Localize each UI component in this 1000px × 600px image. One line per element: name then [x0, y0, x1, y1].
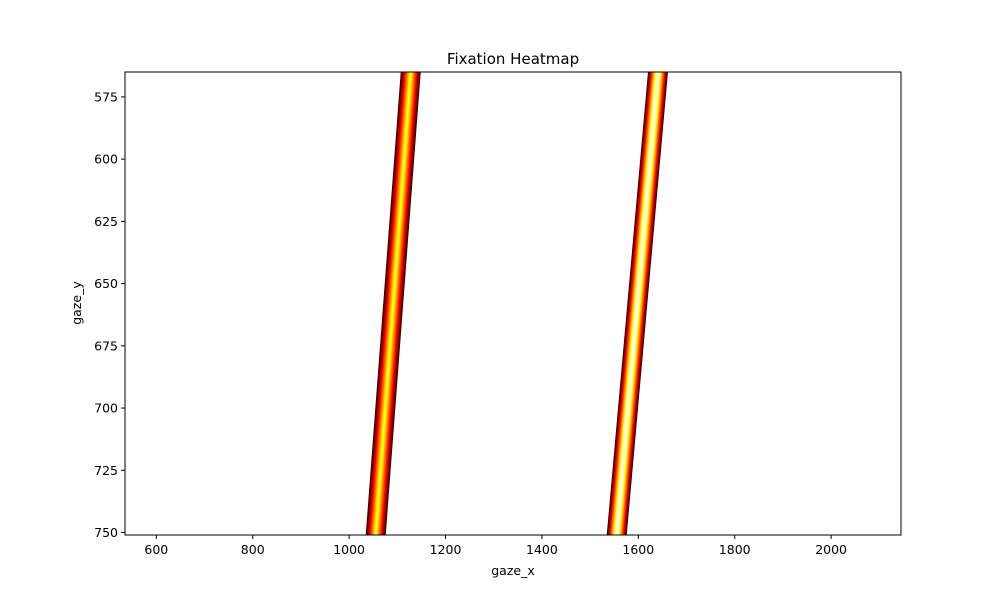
x-tick-label: 1600 — [622, 542, 654, 557]
heat-band-1-layer — [374, 72, 412, 535]
heat-band-2 — [606, 72, 668, 535]
y-tick-label: 575 — [94, 89, 118, 104]
y-tick-label: 600 — [94, 152, 118, 167]
x-tick-label: 1400 — [526, 542, 558, 557]
x-axis: 600 800 1000 1200 1400 1600 1800 2000 — [144, 535, 847, 557]
y-axis-label: gaze_y — [69, 281, 84, 325]
y-tick-label: 625 — [94, 214, 118, 229]
heat-band-1 — [365, 72, 421, 535]
y-tick-label: 650 — [94, 276, 118, 291]
x-tick-label: 1200 — [430, 542, 462, 557]
x-tick-label: 2000 — [815, 542, 847, 557]
x-axis-label: gaze_x — [491, 563, 535, 578]
y-tick-label: 675 — [94, 338, 118, 353]
y-axis: 575 600 625 650 675 700 725 750 — [94, 89, 125, 540]
y-tick-label: 750 — [94, 525, 118, 540]
x-tick-label: 800 — [241, 542, 265, 557]
x-tick-label: 1800 — [719, 542, 751, 557]
x-tick-label: 1000 — [333, 542, 365, 557]
plot-frame — [124, 71, 902, 536]
heatmap-layer — [365, 72, 668, 535]
y-tick-label: 700 — [94, 401, 118, 416]
y-tick-label: 725 — [94, 463, 118, 478]
x-tick-label: 600 — [144, 542, 168, 557]
chart-title: Fixation Heatmap — [447, 50, 579, 68]
heat-band-2-layer — [615, 72, 659, 535]
